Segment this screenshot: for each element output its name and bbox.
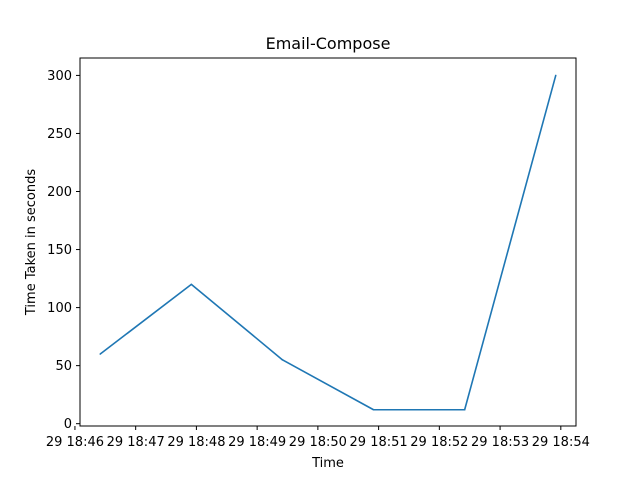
x-tick-label: 29 18:49 xyxy=(228,435,286,450)
x-axis-ticks: 29 18:46 29 18:47 29 18:48 29 18:49 29 18:50… xyxy=(46,426,590,450)
y-tick-label: 300 xyxy=(47,69,72,84)
chart-title: Email-Compose xyxy=(266,34,391,53)
data-point xyxy=(463,408,466,411)
series-line xyxy=(99,75,557,411)
data-point xyxy=(281,359,284,361)
y-tick-label: 50 xyxy=(55,359,72,374)
y-tick-label: 200 xyxy=(47,185,72,200)
x-tick-label: 29 18:51 xyxy=(350,435,408,450)
y-axis-ticks: 0 50 100 150 200 250 300 xyxy=(47,69,80,432)
x-tick-label: 29 18:47 xyxy=(107,435,165,450)
x-axis-label: Time xyxy=(311,456,344,471)
plot-frame xyxy=(79,57,577,427)
y-tick-label: 250 xyxy=(47,127,72,142)
data-point xyxy=(554,74,557,77)
data-point xyxy=(190,283,193,286)
y-axis-label: Time Taken in seconds xyxy=(24,169,39,316)
series-layer xyxy=(99,74,557,411)
x-tick-label: 29 18:50 xyxy=(289,435,347,450)
data-point xyxy=(372,408,375,411)
y-tick-label: 0 xyxy=(64,417,72,432)
y-tick-label: 100 xyxy=(47,301,72,316)
x-tick-label: 29 18:53 xyxy=(471,435,529,450)
x-tick-label: 29 18:54 xyxy=(532,435,590,450)
x-tick-label: 29 18:46 xyxy=(46,435,104,450)
data-point xyxy=(99,353,102,355)
y-tick-label: 150 xyxy=(47,243,72,258)
x-tick-label: 29 18:52 xyxy=(410,435,468,450)
x-tick-label: 29 18:48 xyxy=(167,435,225,450)
